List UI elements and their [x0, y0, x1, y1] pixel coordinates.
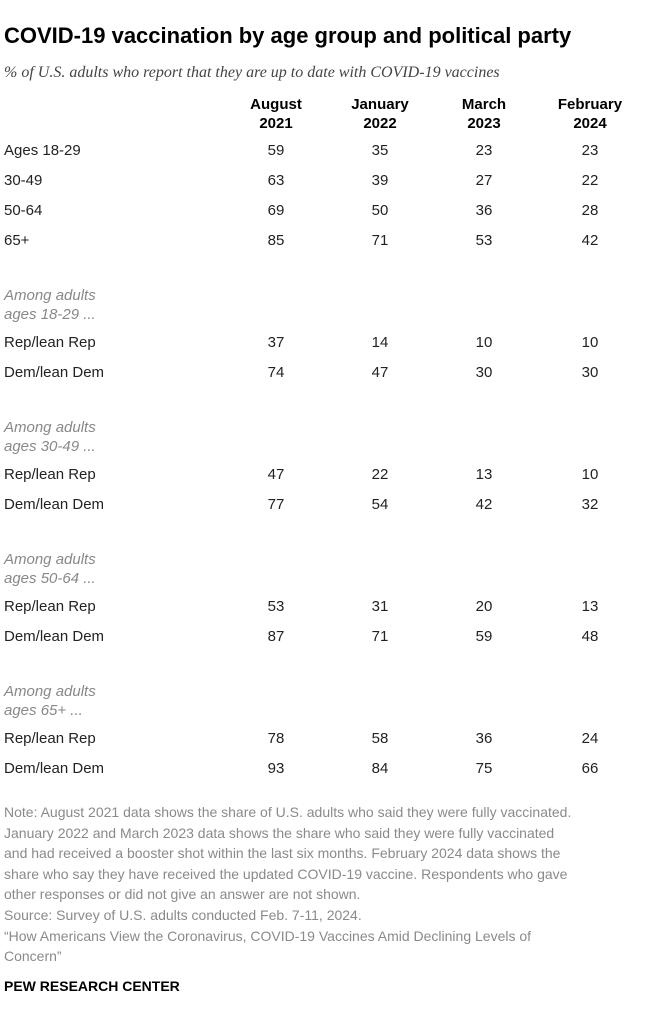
- row-label: 65+: [4, 232, 30, 249]
- row-label: Rep/lean Rep: [4, 598, 96, 615]
- footer: PEW RESEARCH CENTER: [4, 978, 180, 994]
- cell-value: 22: [371, 466, 389, 483]
- note-line: Concern”: [4, 948, 62, 965]
- column-header: March: [461, 96, 507, 113]
- column-header: August: [250, 96, 302, 113]
- row-label: 30-49: [4, 172, 43, 189]
- cell-value: 13: [475, 466, 493, 483]
- cell-value: 59: [475, 628, 493, 645]
- cell-value: 84: [371, 760, 389, 777]
- note-line: other responses or did not give an answe…: [4, 886, 361, 903]
- title: COVID-19 vaccination by age group and po…: [4, 23, 572, 48]
- cell-value: 59: [267, 142, 285, 159]
- cell-value: 10: [581, 466, 599, 483]
- row-label: Rep/lean Rep: [4, 466, 96, 483]
- column-header: 2022: [363, 115, 397, 132]
- cell-value: 35: [371, 142, 389, 159]
- note-line: and had received a booster shot within t…: [4, 845, 561, 862]
- group-heading: Among adults: [4, 419, 96, 436]
- cell-value: 47: [371, 364, 389, 381]
- row-label: Rep/lean Rep: [4, 334, 96, 351]
- note-line: January 2022 and March 2023 data shows t…: [4, 824, 555, 841]
- note-line: “How Americans View the Coronavirus, COV…: [4, 927, 532, 944]
- cell-value: 66: [581, 760, 599, 777]
- cell-value: 47: [267, 466, 285, 483]
- group-heading: ages 18-29 ...: [4, 306, 96, 323]
- cell-value: 54: [371, 496, 389, 513]
- cell-value: 93: [267, 760, 285, 777]
- cell-value: 50: [371, 202, 389, 219]
- group-heading: Among adults: [4, 683, 96, 700]
- group-heading: ages 65+ ...: [4, 702, 83, 719]
- subtitle: % of U.S. adults who report that they ar…: [4, 64, 500, 81]
- cell-value: 85: [267, 232, 285, 249]
- row-label: Dem/lean Dem: [4, 628, 105, 645]
- row-label: Rep/lean Rep: [4, 730, 96, 747]
- group-heading: ages 30-49 ...: [4, 438, 96, 455]
- cell-value: 28: [581, 202, 599, 219]
- cell-value: 48: [581, 628, 599, 645]
- note-line: Note: August 2021 data shows the share o…: [4, 804, 572, 820]
- column-header: 2021: [259, 115, 293, 132]
- cell-value: 75: [475, 760, 493, 777]
- cell-value: 77: [267, 496, 285, 513]
- cell-value: 31: [371, 598, 389, 615]
- cell-value: 22: [581, 172, 599, 189]
- row-label: Ages 18-29: [4, 142, 81, 159]
- cell-value: 13: [581, 598, 599, 615]
- cell-value: 24: [581, 730, 599, 747]
- cell-value: 42: [581, 232, 599, 249]
- cell-value: 69: [267, 202, 285, 219]
- cell-value: 87: [267, 628, 285, 645]
- cell-value: 30: [475, 364, 493, 381]
- column-header: 2024: [573, 115, 607, 132]
- cell-value: 53: [267, 598, 285, 615]
- group-heading: Among adults: [4, 287, 96, 304]
- row-label: Dem/lean Dem: [4, 496, 105, 513]
- cell-value: 30: [581, 364, 599, 381]
- cell-value: 14: [371, 334, 389, 351]
- cell-value: 78: [267, 730, 285, 747]
- cell-value: 36: [475, 202, 493, 219]
- row-label: Dem/lean Dem: [4, 760, 105, 777]
- cell-value: 27: [475, 172, 493, 189]
- note-line: Source: Survey of U.S. adults conducted …: [4, 907, 362, 923]
- row-label: 50-64: [4, 202, 43, 219]
- group-heading: Among adults: [4, 551, 96, 568]
- column-header: 2023: [467, 115, 501, 132]
- cell-value: 74: [267, 364, 285, 381]
- cell-value: 71: [371, 232, 389, 249]
- column-header: January: [351, 96, 409, 113]
- cell-value: 32: [581, 496, 599, 513]
- cell-value: 20: [475, 598, 493, 615]
- cell-value: 10: [475, 334, 493, 351]
- cell-value: 42: [475, 496, 493, 513]
- cell-value: 53: [475, 232, 493, 249]
- cell-value: 63: [267, 172, 285, 189]
- cell-value: 10: [581, 334, 599, 351]
- cell-value: 23: [475, 142, 493, 159]
- cell-value: 58: [371, 730, 389, 747]
- cell-value: 39: [371, 172, 389, 189]
- cell-value: 37: [267, 334, 285, 351]
- note-line: share who say they have received the upd…: [4, 865, 568, 882]
- cell-value: 71: [371, 628, 389, 645]
- group-heading: ages 50-64 ...: [4, 570, 96, 587]
- column-header: February: [557, 96, 623, 113]
- cell-value: 36: [475, 730, 493, 747]
- row-label: Dem/lean Dem: [4, 364, 105, 381]
- cell-value: 23: [581, 142, 599, 159]
